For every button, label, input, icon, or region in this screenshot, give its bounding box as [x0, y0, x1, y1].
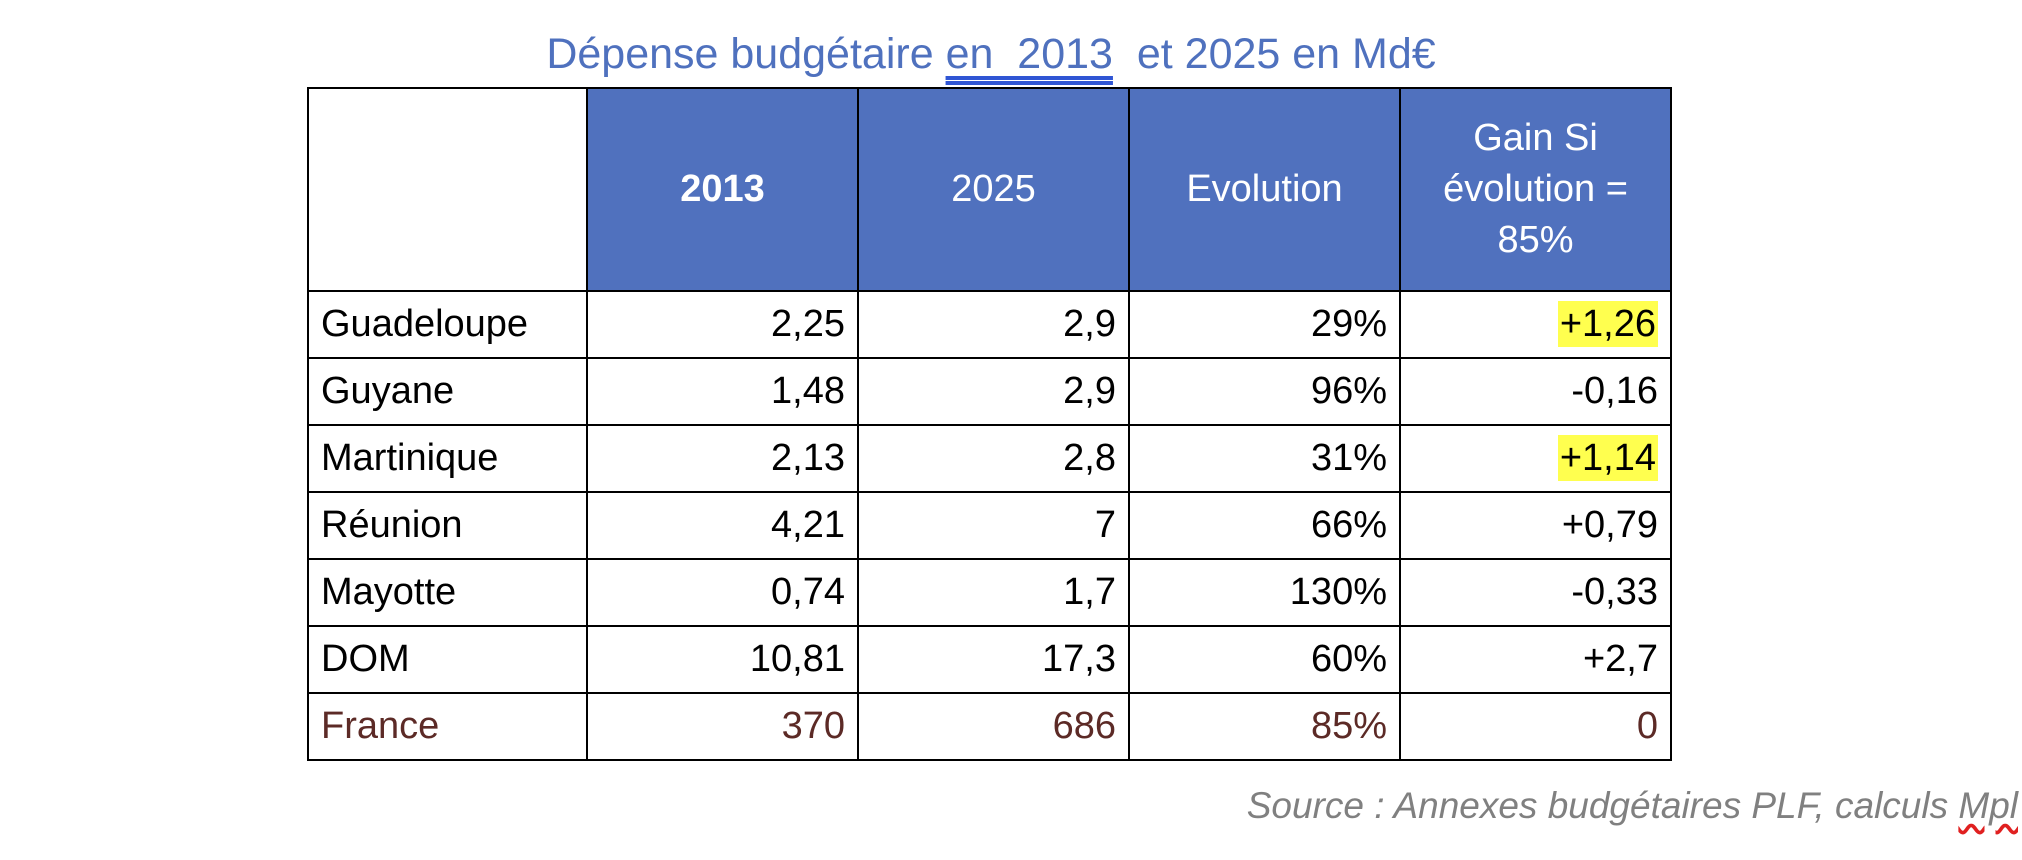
cell-2025: 7	[857, 491, 1130, 560]
cell-evolution: 66%	[1128, 491, 1401, 560]
cell-evolution: 130%	[1128, 558, 1401, 627]
cell-gain-text: 0	[1636, 705, 1658, 747]
row-label-text: Martinique	[321, 437, 499, 479]
cell-gain-text: -0,33	[1571, 571, 1658, 613]
cell-2013: 4,21	[586, 491, 859, 560]
cell-gain-text: +1,14	[1557, 435, 1658, 481]
cell-gain: +0,79	[1399, 491, 1672, 560]
cell-evolution: 85%	[1128, 692, 1401, 761]
row-label-text: Réunion	[321, 504, 463, 546]
cell-gain: -0,16	[1399, 357, 1672, 426]
budget-table: 2013 2025 Evolution Gain Si évolution = …	[307, 87, 1672, 761]
row-label-text: DOM	[321, 638, 410, 680]
table-row: Guadeloupe 2,25 2,9 29% +1,26	[307, 290, 1672, 359]
cell-2013-text: 370	[781, 705, 845, 747]
cell-2025-text: 7	[1094, 504, 1116, 546]
cell-2013: 0,74	[586, 558, 859, 627]
row-label: France	[307, 692, 588, 761]
row-label-text: France	[321, 705, 440, 747]
cell-2013-text: 0,74	[771, 571, 845, 613]
title-text: Dépense budgétaire	[546, 30, 946, 78]
cell-gain: 0	[1399, 692, 1672, 761]
header-empty	[307, 87, 588, 292]
cell-2013: 10,81	[586, 625, 859, 694]
row-label: Mayotte	[307, 558, 588, 627]
source-author: Mpl	[1958, 785, 2018, 826]
cell-2013-text: 2,13	[771, 437, 845, 479]
cell-evolution-text: 66%	[1310, 504, 1387, 546]
cell-evolution-text: 130%	[1289, 571, 1387, 613]
cell-2013-text: 10,81	[749, 638, 845, 680]
cell-gain: +1,26	[1399, 290, 1672, 359]
table-row: Mayotte 0,74 1,7 130% -0,33	[307, 558, 1672, 627]
cell-gain-text: +0,79	[1561, 504, 1658, 546]
cell-evolution: 31%	[1128, 424, 1401, 493]
table-row: Guyane 1,48 2,9 96% -0,16	[307, 357, 1672, 426]
cell-evolution: 29%	[1128, 290, 1401, 359]
cell-evolution: 60%	[1128, 625, 1401, 694]
cell-evolution: 96%	[1128, 357, 1401, 426]
cell-evolution-text: 85%	[1310, 705, 1387, 747]
row-label: Réunion	[307, 491, 588, 560]
row-label-text: Guadeloupe	[321, 303, 529, 345]
cell-2025: 17,3	[857, 625, 1130, 694]
cell-gain-text: +1,26	[1557, 301, 1658, 347]
cell-2025-text: 2,9	[1063, 370, 1116, 412]
cell-evolution-text: 96%	[1310, 370, 1387, 412]
cell-2025: 2,8	[857, 424, 1130, 493]
table-row: DOM 10,81 17,3 60% +2,7	[307, 625, 1672, 694]
cell-2013: 2,25	[586, 290, 859, 359]
row-label: DOM	[307, 625, 588, 694]
cell-2025: 686	[857, 692, 1130, 761]
row-label: Guyane	[307, 357, 588, 426]
header-gain: Gain Si évolution = 85%	[1399, 87, 1672, 292]
row-label-text: Guyane	[321, 370, 455, 412]
cell-2025: 2,9	[857, 357, 1130, 426]
cell-2025-text: 17,3	[1042, 638, 1116, 680]
table-row: Réunion 4,21 7 66% +0,79	[307, 491, 1672, 560]
header-2025: 2025	[857, 87, 1130, 292]
cell-2013-text: 4,21	[771, 504, 845, 546]
row-label: Martinique	[307, 424, 588, 493]
cell-2013: 370	[586, 692, 859, 761]
table-row: Martinique 2,13 2,8 31% +1,14	[307, 424, 1672, 493]
source-note: Source : Annexes budgétaires PLF, calcul…	[1150, 785, 2018, 827]
title-text-end: et 2025 en Md€	[1112, 30, 1436, 78]
row-label-text: Mayotte	[321, 571, 457, 613]
cell-2013: 1,48	[586, 357, 859, 426]
header-evolution: Evolution	[1128, 87, 1401, 292]
cell-evolution-text: 31%	[1310, 437, 1387, 479]
table-row: France 370 686 85% 0	[307, 692, 1672, 761]
cell-gain-text: +2,7	[1582, 638, 1658, 680]
cell-2025: 1,7	[857, 558, 1130, 627]
cell-gain: +1,14	[1399, 424, 1672, 493]
cell-2025-text: 2,9	[1063, 303, 1116, 345]
cell-2013-text: 1,48	[771, 370, 845, 412]
cell-2025-text: 1,7	[1063, 571, 1116, 613]
header-row: 2013 2025 Evolution Gain Si évolution = …	[307, 87, 1672, 292]
header-2013: 2013	[586, 87, 859, 292]
cell-2013: 2,13	[586, 424, 859, 493]
cell-gain: -0,33	[1399, 558, 1672, 627]
cell-evolution-text: 29%	[1310, 303, 1387, 345]
cell-evolution-text: 60%	[1310, 638, 1387, 680]
cell-2013-text: 2,25	[771, 303, 845, 345]
cell-2025-text: 2,8	[1063, 437, 1116, 479]
title-underlined-text: en 2013	[945, 30, 1113, 78]
cell-gain: +2,7	[1399, 625, 1672, 694]
source-text: Source : Annexes budgétaires PLF, calcul…	[1246, 785, 1959, 826]
cell-2025-text: 686	[1052, 705, 1116, 747]
table-title: Dépense budgétaire en 2013 et 2025 en Md…	[0, 30, 1982, 79]
cell-gain-text: -0,16	[1571, 370, 1658, 412]
cell-2025: 2,9	[857, 290, 1130, 359]
row-label: Guadeloupe	[307, 290, 588, 359]
